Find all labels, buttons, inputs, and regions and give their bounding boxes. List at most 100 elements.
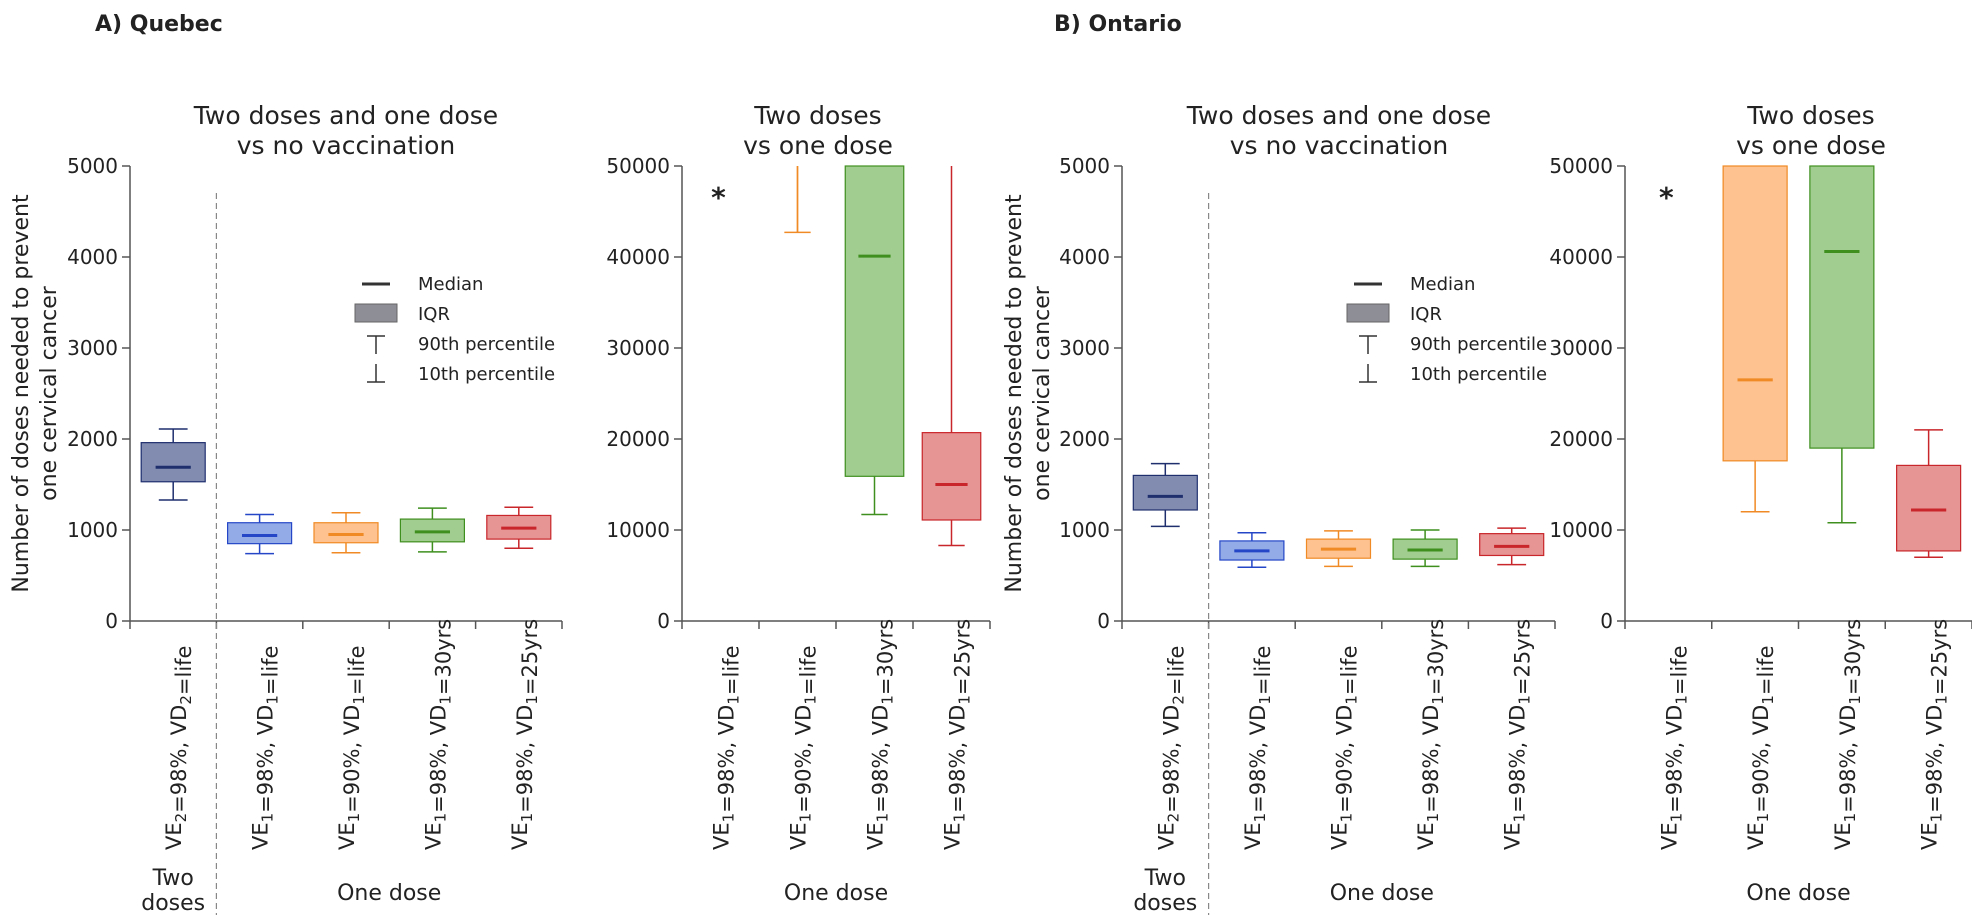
- group-label: doses: [1133, 891, 1197, 915]
- iqr-box: [1132, 474, 1198, 511]
- box-2: [784, 166, 811, 234]
- box-4: [921, 166, 982, 547]
- legend-p10-label: 10th percentile: [418, 364, 555, 385]
- x-category-label: VE1=98%, VD1=30yrs: [1831, 619, 1865, 850]
- box-4: [399, 507, 465, 553]
- annotation-asterisk: *: [711, 181, 726, 214]
- x-category-label: VE1=98%, VD1=life: [249, 646, 283, 850]
- iqr-box: [227, 522, 293, 545]
- legend-p90-label: 90th percentile: [418, 334, 555, 355]
- y-tick-label: 10000: [1549, 518, 1613, 542]
- group-label: One dose: [784, 881, 888, 906]
- legend-iqr-label: IQR: [1410, 304, 1442, 325]
- y-tick-label: 50000: [606, 154, 670, 178]
- annotation-asterisk: *: [1659, 181, 1674, 214]
- y-tick-label: 5000: [1059, 154, 1110, 178]
- box-2: [1722, 165, 1788, 513]
- box-2: [227, 513, 293, 555]
- legend-iqr-label: IQR: [418, 304, 450, 325]
- x-category-label: VE1=98%, VD1=25yrs: [508, 619, 542, 850]
- legend-iqr-swatch: [354, 303, 398, 323]
- box-4: [1896, 429, 1962, 559]
- y-tick-label: 30000: [606, 336, 670, 360]
- chart-title: Two doses: [1746, 101, 1874, 130]
- y-axis-label: one cervical cancer: [1030, 285, 1055, 501]
- box-5: [486, 506, 552, 549]
- chart-title: Two doses and one dose: [193, 101, 498, 130]
- x-category-label: VE1=98%, VD1=30yrs: [864, 619, 898, 850]
- y-tick-label: 3000: [67, 336, 118, 360]
- x-category-label: VE1=90%, VD1=life: [335, 646, 369, 850]
- chart-title: vs one dose: [1736, 131, 1886, 160]
- x-category-label: VE1=98%, VD1=life: [710, 646, 744, 850]
- iqr-box: [313, 522, 379, 544]
- y-tick-label: 10000: [606, 518, 670, 542]
- y-axis-label: Number of doses needed to prevent: [9, 194, 34, 593]
- box-3: [1305, 530, 1372, 568]
- legend: Median IQR 90th percentile 10th percentile: [354, 274, 555, 385]
- box-1: [1132, 462, 1198, 528]
- legend-median-label: Median: [1410, 274, 1475, 295]
- box-3: [844, 165, 905, 516]
- y-axis-label: one cervical cancer: [37, 285, 62, 501]
- y-tick-label: 30000: [1549, 336, 1613, 360]
- iqr-box: [844, 165, 905, 477]
- y-tick-label: 40000: [1549, 245, 1613, 269]
- box-4: [1392, 529, 1458, 568]
- y-tick-label: 3000: [1059, 336, 1110, 360]
- panel-label: B) Ontario: [1054, 12, 1182, 37]
- iqr-box: [921, 432, 982, 521]
- y-tick-label: 1000: [67, 518, 118, 542]
- x-category-label: VE1=90%, VD1=life: [1328, 646, 1362, 850]
- x-category-label: VE1=98%, VD1=25yrs: [1918, 619, 1952, 850]
- y-tick-label: 2000: [1059, 427, 1110, 451]
- y-axis-label: Number of doses needed to prevent: [1002, 194, 1027, 593]
- chart-title: vs no vaccination: [1230, 131, 1448, 160]
- x-category-label: VE1=98%, VD1=30yrs: [1414, 619, 1448, 850]
- y-tick-label: 50000: [1549, 154, 1613, 178]
- y-tick-label: 4000: [67, 245, 118, 269]
- y-tick-label: 40000: [606, 245, 670, 269]
- x-category-label: VE1=98%, VD1=25yrs: [941, 619, 975, 850]
- x-category-label: VE2=98%, VD2=life: [162, 646, 196, 850]
- chart-title: vs one dose: [743, 131, 893, 160]
- iqr-box: [1896, 464, 1962, 552]
- iqr-box: [1722, 165, 1788, 462]
- box-2: [1219, 531, 1285, 569]
- x-category-label: VE1=90%, VD1=life: [787, 646, 821, 850]
- iqr-box: [1809, 165, 1875, 449]
- chart-title: vs no vaccination: [237, 131, 455, 160]
- iqr-box: [1479, 533, 1545, 557]
- y-tick-label: 0: [105, 609, 118, 633]
- x-category-label: VE2=98%, VD2=life: [1154, 646, 1188, 850]
- x-category-label: VE1=90%, VD1=life: [1744, 646, 1778, 850]
- chart-title: Two doses: [753, 101, 881, 130]
- y-tick-label: 20000: [1549, 427, 1613, 451]
- y-tick-label: 5000: [67, 154, 118, 178]
- x-category-label: VE1=98%, VD1=life: [1241, 646, 1275, 850]
- x-category-label: VE1=98%, VD1=30yrs: [421, 619, 455, 850]
- y-tick-label: 20000: [606, 427, 670, 451]
- group-label: doses: [141, 891, 205, 915]
- y-tick-label: 0: [1097, 609, 1110, 633]
- group-label: One dose: [337, 881, 441, 906]
- x-category-label: VE1=98%, VD1=25yrs: [1501, 619, 1535, 850]
- box-5: [1479, 527, 1545, 566]
- chart-title: Two doses and one dose: [1186, 101, 1491, 130]
- y-tick-label: 0: [657, 609, 670, 633]
- x-category-label: VE1=98%, VD1=life: [1657, 646, 1691, 850]
- legend-median-label: Median: [418, 274, 483, 295]
- y-tick-label: 0: [1600, 609, 1613, 633]
- box-1: [140, 428, 206, 501]
- panel-label: A) Quebec: [95, 12, 223, 37]
- group-label: One dose: [1330, 881, 1434, 906]
- y-tick-label: 4000: [1059, 245, 1110, 269]
- legend-p90-label: 90th percentile: [1410, 334, 1547, 355]
- group-label: One dose: [1746, 881, 1850, 906]
- legend: Median IQR 90th percentile 10th percentile: [1346, 274, 1547, 385]
- y-tick-label: 1000: [1059, 518, 1110, 542]
